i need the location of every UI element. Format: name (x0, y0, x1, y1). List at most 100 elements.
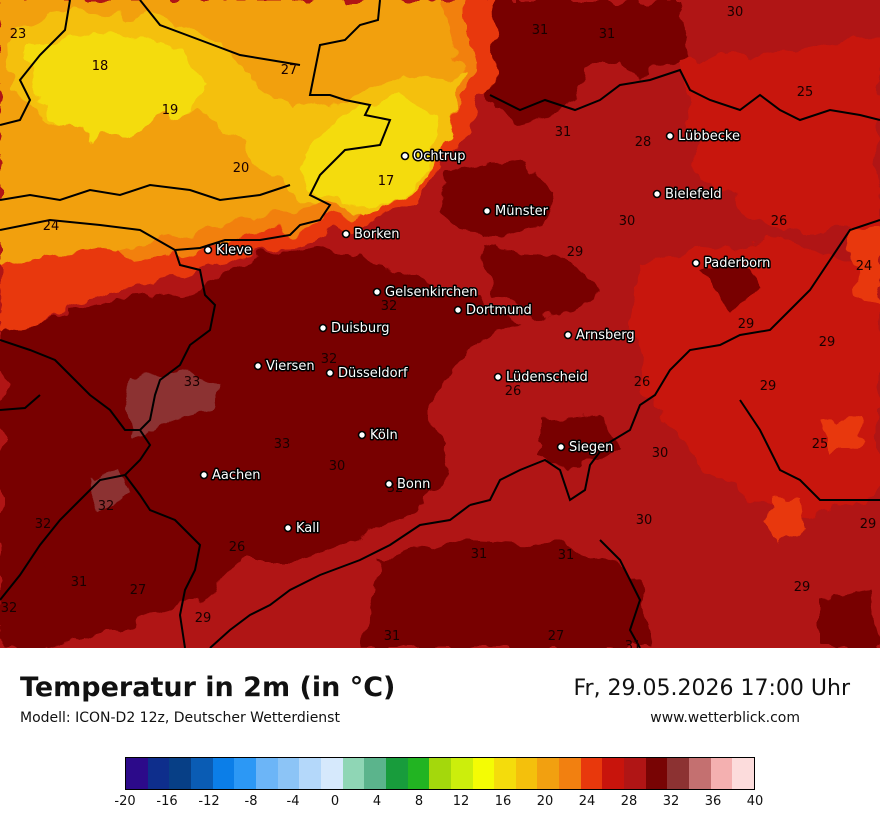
temperature-value: 29 (760, 379, 777, 394)
legend-tick-label: -16 (156, 794, 178, 809)
border-nrw-rp (209, 504, 471, 648)
cool-zone-orange-sw (0, 245, 140, 320)
temperature-value: 31 (71, 575, 88, 590)
dark-spot-1 (700, 260, 760, 310)
city-label: Düsseldorf (338, 366, 408, 381)
city-marker: Kleve (203, 242, 253, 260)
temperature-value: 20 (233, 161, 250, 176)
city-marker: Lübbecke (665, 128, 741, 146)
legend-color-segment (559, 758, 581, 789)
city-dot (482, 206, 492, 216)
temperature-value: 17 (378, 174, 395, 189)
border-nrw-he (469, 219, 880, 506)
legend-color-segment (450, 758, 473, 789)
temperature-value: 30 (727, 5, 744, 20)
city-label: Kleve (216, 243, 252, 258)
city-dot (283, 523, 293, 533)
temperature-value: 30 (636, 513, 653, 528)
temperature-value: 31 (558, 548, 575, 563)
legend-color-segment (190, 758, 213, 789)
legend-color-segment (645, 758, 668, 789)
temperature-value: 28 (635, 135, 652, 150)
city-marker: Bielefeld (652, 186, 723, 204)
legend-color-segment (580, 758, 603, 789)
dark-spot-4 (0, 555, 60, 630)
temperature-value: 33 (184, 375, 201, 390)
legend-tick-label: -8 (244, 794, 258, 809)
city-marker: Paderborn (691, 255, 772, 273)
legend-color-segment (277, 758, 300, 789)
forecast-datetime: Fr, 29.05.2026 17:00 Uhr (573, 676, 850, 701)
legend-color-segment (689, 758, 711, 789)
legend-color-segment (624, 758, 646, 789)
legend-color-segment (234, 758, 256, 789)
mild-zone-yellow (25, 30, 210, 140)
city-label: Lüdenscheid (506, 370, 588, 385)
city-label: Bielefeld (665, 187, 722, 202)
legend-color-segment (320, 758, 343, 789)
cool-patch-1 (765, 495, 805, 545)
city-marker: Bonn (384, 476, 432, 494)
city-marker: Viersen (253, 358, 316, 376)
city-marker: Kall (283, 520, 321, 538)
temperature-value: 27 (548, 629, 565, 644)
legend-color-segment (472, 758, 495, 789)
city-marker: Borken (341, 226, 401, 244)
city-dot (203, 245, 213, 255)
temperature-value: 31 (384, 629, 401, 644)
city-marker: Duisburg (318, 320, 391, 338)
temperature-value: 29 (567, 245, 584, 260)
city-label: Borken (354, 227, 400, 242)
temperature-value: 25 (812, 437, 829, 452)
border-bl (0, 394, 41, 411)
dark-spot-3 (540, 415, 620, 470)
city-label: Paderborn (704, 256, 770, 271)
temperature-value: 19 (162, 103, 179, 118)
temperature-value: 30 (619, 214, 636, 229)
city-label: Gelsenkirchen (385, 285, 478, 300)
temperature-value: 29 (819, 335, 836, 350)
temperature-value: 24 (856, 259, 873, 274)
mild-zone-yellow-2 (305, 95, 440, 205)
cool-patch-2 (850, 225, 880, 300)
legend-color-segment (364, 758, 386, 789)
city-label: Viersen (266, 359, 315, 374)
legend-color-segment (147, 758, 170, 789)
warm-patch-east (680, 40, 880, 230)
temperature-value: 32 (35, 517, 52, 532)
legend-tick-label: -4 (286, 794, 300, 809)
city-label: Aachen (212, 468, 260, 483)
map-canvas: 30 23 31 31 18 27 25 19 31 28 20 17 24 30 26 29 24 32 29 29… (0, 0, 880, 648)
legend-color-segment (537, 758, 560, 789)
border-ni-nrw (489, 68, 880, 122)
cool-patch-3 (820, 415, 865, 455)
temperature-value: 26 (229, 540, 246, 555)
temperature-value: 31 (625, 639, 642, 648)
border-misc-2 (139, 0, 301, 66)
temperature-value: 31 (555, 125, 572, 140)
city-marker: Arnsberg (563, 327, 636, 345)
temperature-value: 31 (599, 27, 616, 42)
city-label: Duisburg (331, 321, 390, 336)
city-dot (493, 372, 503, 382)
temperature-value: 27 (281, 63, 298, 78)
temperature-value: 26 (634, 375, 651, 390)
city-marker: Dortmund (453, 302, 533, 320)
city-dot (318, 323, 328, 333)
legend-color-segment (342, 758, 365, 789)
color-legend-ticks: -20 -16 -12 -8 -4 0 4 8 12 16 20 24 28 32 36 40 (114, 794, 763, 814)
legend-color-segment (126, 758, 148, 789)
legend-color-segment (299, 758, 321, 789)
city-dot (253, 361, 263, 371)
temperature-value: 27 (130, 583, 147, 598)
temperature-value: 30 (652, 446, 669, 461)
temperature-values: 30 23 31 31 18 27 25 19 31 28 20 17 24 30 26 29 24 32 29 29… (1, 5, 877, 648)
temperature-value: 25 (797, 85, 814, 100)
temperature-value: 23 (10, 27, 27, 42)
border-nl-be (0, 474, 126, 601)
city-dot (325, 368, 335, 378)
website-link[interactable]: www.wetterblick.com (650, 710, 800, 726)
temperature-field-detail (0, 260, 880, 648)
city-label: Dortmund (466, 303, 532, 318)
border-be-de-north (0, 339, 140, 431)
